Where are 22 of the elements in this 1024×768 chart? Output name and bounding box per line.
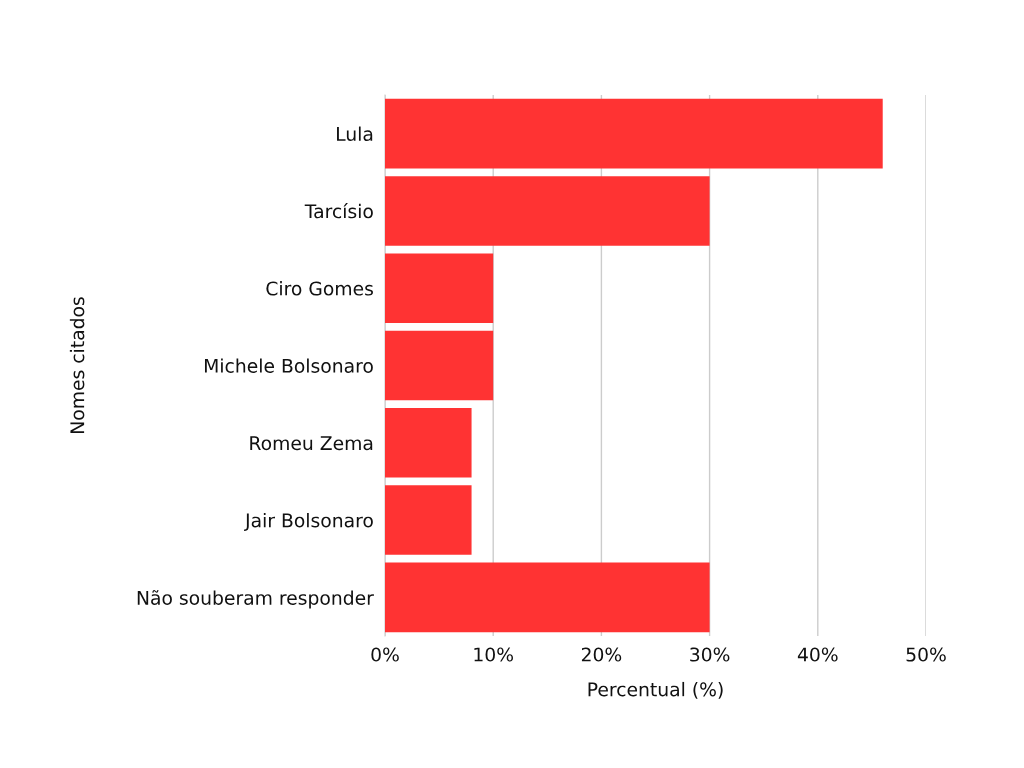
bar	[385, 330, 494, 401]
y-tick-label: Lula	[337, 126, 373, 142]
y-tick-label: Jair Bolsonaro	[244, 512, 373, 531]
x-tick-label: 20%	[581, 647, 622, 662]
x-tick-label: 50%	[906, 647, 946, 662]
x-tick-label: 30%	[690, 647, 730, 662]
y-tick-label: Não souberam responder	[137, 590, 374, 609]
x-tick-label: 0%	[371, 647, 399, 662]
bar	[385, 253, 494, 323]
y-tick-label: Tarcísio	[304, 203, 373, 219]
x-axis-title: Percentual (%)	[588, 681, 723, 699]
y-tick-label: Romeu Zema	[250, 436, 373, 451]
bar	[385, 562, 710, 633]
x-tick-label: 40%	[797, 647, 838, 662]
y-tick-label: Michele Bolsonaro	[204, 358, 373, 373]
y-axis-title: Nomes citados	[69, 297, 85, 433]
bar	[385, 408, 472, 478]
bar	[385, 176, 710, 246]
bar	[385, 98, 883, 169]
bar	[385, 485, 472, 555]
y-tick-label: Ciro Gomes	[266, 281, 373, 296]
x-tick-label: 10%	[474, 647, 513, 662]
